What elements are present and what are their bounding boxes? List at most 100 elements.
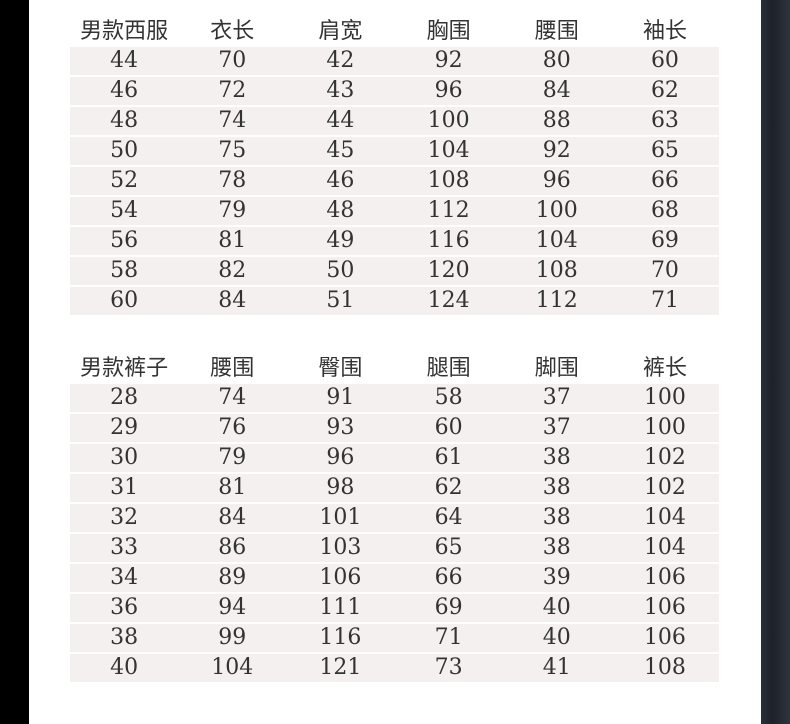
table-cell: 102 <box>643 475 686 500</box>
table-cell: 36 <box>110 595 139 620</box>
table-cell: 120 <box>427 258 470 283</box>
table-row: 30 79 96 61 38 102 <box>70 444 719 472</box>
table-cell: 104 <box>535 228 578 253</box>
table-row: 40 104 121 73 41 108 <box>70 654 719 682</box>
table-cell: 91 <box>326 385 355 410</box>
table-cell: 124 <box>427 288 470 313</box>
column-header: 臀围 <box>318 356 363 381</box>
table-cell: 44 <box>326 108 355 133</box>
column-header: 袖长 <box>642 19 687 44</box>
table-cell: 104 <box>211 655 254 680</box>
table-cell: 40 <box>542 625 571 650</box>
column-header: 腿围 <box>426 356 471 381</box>
table-cell: 46 <box>110 78 139 103</box>
table-cell: 60 <box>110 288 139 313</box>
table-row: 44 70 42 92 80 60 <box>70 47 719 75</box>
table-cell: 74 <box>218 108 247 133</box>
table-cell: 30 <box>110 445 139 470</box>
column-header: 衣长 <box>210 19 255 44</box>
table-row: 50 75 45 104 92 65 <box>70 137 719 165</box>
table-row: 31 81 98 62 38 102 <box>70 474 719 502</box>
table-row: 28 74 91 58 37 100 <box>70 384 719 412</box>
table-cell: 40 <box>110 655 139 680</box>
table-row: 36 94 111 69 40 106 <box>70 594 719 622</box>
table-row: 58 82 50 120 108 70 <box>70 257 719 285</box>
table-cell: 73 <box>434 655 463 680</box>
table-cell: 52 <box>110 168 139 193</box>
table-cell: 33 <box>110 535 139 560</box>
table-cell: 111 <box>319 595 362 620</box>
table-cell: 104 <box>427 138 470 163</box>
suit-size-table: 男款西服 衣长 肩宽 胸围 腰围 袖长 44 70 42 92 80 60 46 72 43 96 84 62 48… <box>70 17 719 317</box>
table-header-row: 男款裤子 腰围 臀围 腿围 脚围 裤长 <box>70 354 719 384</box>
table-cell: 60 <box>650 48 679 73</box>
table-cell: 106 <box>643 625 686 650</box>
table-cell: 75 <box>218 138 247 163</box>
table-cell: 106 <box>643 565 686 590</box>
table-cell: 84 <box>542 78 571 103</box>
table-cell: 71 <box>434 625 463 650</box>
table-cell: 108 <box>427 168 470 193</box>
table-cell: 92 <box>542 138 571 163</box>
table-cell: 96 <box>326 445 355 470</box>
table-cell: 112 <box>427 198 470 223</box>
table-cell: 37 <box>542 385 571 410</box>
column-header: 胸围 <box>426 19 471 44</box>
table-cell: 39 <box>542 565 571 590</box>
table-cell: 108 <box>535 258 578 283</box>
table-cell: 88 <box>542 108 571 133</box>
table-cell: 45 <box>326 138 355 163</box>
table-cell: 96 <box>434 78 463 103</box>
table-row: 46 72 43 96 84 62 <box>70 77 719 105</box>
table-cell: 86 <box>218 535 247 560</box>
table-cell: 38 <box>542 535 571 560</box>
table-cell: 58 <box>110 258 139 283</box>
table-cell: 104 <box>643 505 686 530</box>
table-cell: 92 <box>434 48 463 73</box>
table-cell: 62 <box>650 78 679 103</box>
table-cell: 71 <box>650 288 679 313</box>
table-cell: 70 <box>218 48 247 73</box>
table-cell: 37 <box>542 415 571 440</box>
table-cell: 94 <box>218 595 247 620</box>
table-cell: 70 <box>650 258 679 283</box>
table-row: 48 74 44 100 88 63 <box>70 107 719 135</box>
column-header: 肩宽 <box>318 19 363 44</box>
table-cell: 51 <box>326 288 355 313</box>
table-cell: 65 <box>434 535 463 560</box>
table-cell: 106 <box>319 565 362 590</box>
table-cell: 34 <box>110 565 139 590</box>
table-cell: 69 <box>650 228 679 253</box>
table-cell: 66 <box>650 168 679 193</box>
table-cell: 61 <box>434 445 463 470</box>
table-cell: 116 <box>427 228 470 253</box>
table-cell: 108 <box>643 655 686 680</box>
table-cell: 100 <box>535 198 578 223</box>
table-cell: 38 <box>110 625 139 650</box>
table-cell: 82 <box>218 258 247 283</box>
table-cell: 29 <box>110 415 139 440</box>
table-cell: 54 <box>110 198 139 223</box>
table-cell: 38 <box>542 445 571 470</box>
table-cell: 42 <box>326 48 355 73</box>
table-cell: 101 <box>319 505 362 530</box>
table-cell: 100 <box>643 415 686 440</box>
table-cell: 62 <box>434 475 463 500</box>
table-cell: 106 <box>643 595 686 620</box>
table-cell: 81 <box>218 228 247 253</box>
table-cell: 81 <box>218 475 247 500</box>
table-cell: 68 <box>650 198 679 223</box>
column-header: 男款裤子 <box>80 356 169 381</box>
table-cell: 84 <box>218 505 247 530</box>
table-header-row: 男款西服 衣长 肩宽 胸围 腰围 袖长 <box>70 17 719 47</box>
table-cell: 102 <box>643 445 686 470</box>
table-cell: 64 <box>434 505 463 530</box>
table-cell: 31 <box>110 475 139 500</box>
table-cell: 50 <box>326 258 355 283</box>
table-row: 60 84 51 124 112 71 <box>70 287 719 315</box>
table-cell: 100 <box>643 385 686 410</box>
table-row: 54 79 48 112 100 68 <box>70 197 719 225</box>
table-row: 34 89 106 66 39 106 <box>70 564 719 592</box>
table-cell: 96 <box>542 168 571 193</box>
table-cell: 79 <box>218 445 247 470</box>
